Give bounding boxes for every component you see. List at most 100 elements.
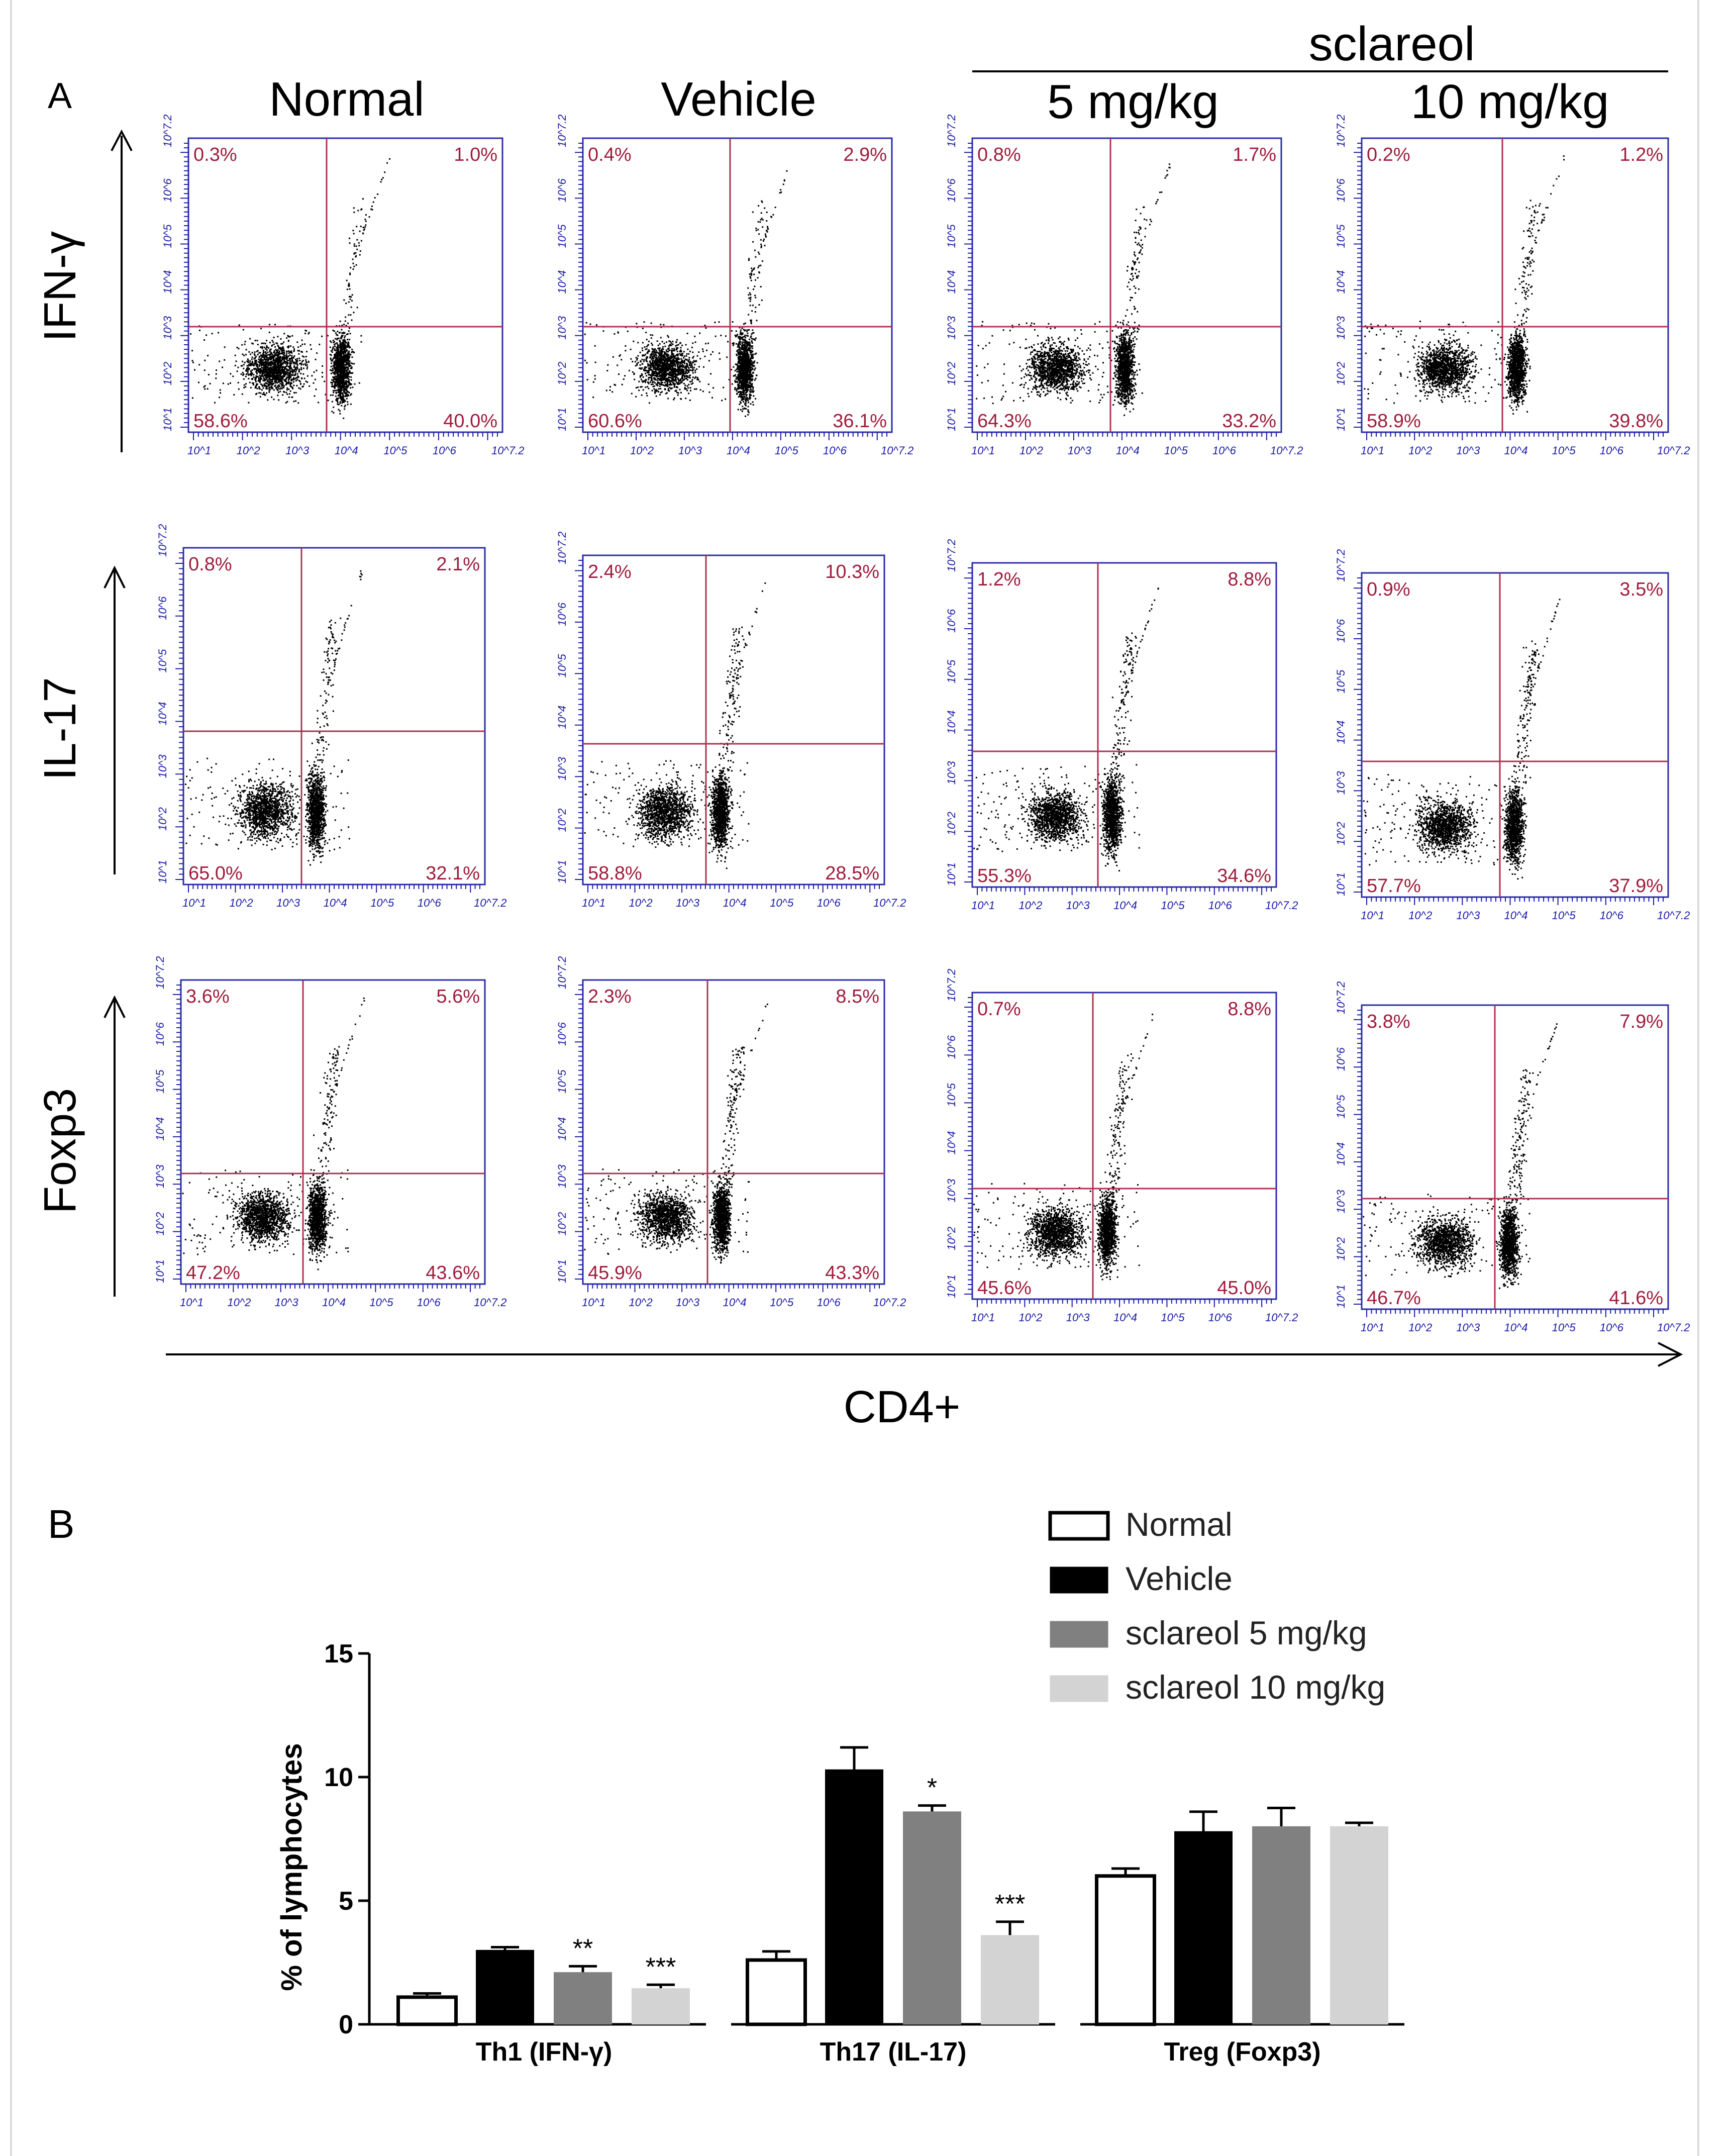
quadrant-upper-right-percent: 10.3%: [825, 561, 879, 582]
flow-plot-foxp3-sclareol-10: 10^1 10^1 10^2 10^2 10^3 10^3 10^4 10^4 10^5 10^5…: [1335, 982, 1690, 1334]
legend-swatch: [1048, 1511, 1110, 1541]
legend-label: sclareol 5 mg/kg: [1126, 1614, 1367, 1651]
y-tick-label: 10^6: [945, 178, 958, 203]
y-tick-label: 10^5: [556, 224, 568, 248]
x-tick-label: 10^2: [1408, 909, 1432, 922]
flow-plot-events: [584, 1003, 768, 1264]
flow-plot-ticks: 10^1 10^1 10^2 10^2 10^3 10^3 10^4 10^4 10^5 10^5…: [1335, 982, 1690, 1334]
y-tick-label: 10^1: [556, 860, 568, 884]
quadrant-lower-right-percent: 43.3%: [825, 1262, 879, 1284]
flow-plot-events: [184, 570, 363, 866]
y-tick-label: 10^7.2: [1335, 549, 1347, 582]
legend-swatch: [1050, 1566, 1108, 1594]
y-tick-label: 10^2: [154, 1212, 166, 1236]
y-tick-label: 10^7.2: [161, 115, 174, 147]
y-tick-label: 10^7.2: [945, 969, 958, 1002]
flow-plot-ticks: 10^1 10^1 10^2 10^2 10^3 10^3 10^4 10^4 10^5 10^5…: [1335, 549, 1690, 922]
x-tick-label: 10^4: [727, 444, 750, 457]
quadrant-upper-left-percent: 0.7%: [977, 999, 1021, 1020]
quadrant-lower-right-percent: 40.0%: [443, 411, 497, 432]
x-tick-label: 10^7.2: [873, 897, 906, 909]
x-tick-label: 10^5: [370, 897, 394, 909]
y-tick-label: 10^3: [156, 754, 169, 778]
y-tick-label: 10^5: [154, 1069, 166, 1094]
x-tick-label: 10^6: [1600, 444, 1624, 457]
quadrant-lower-left-percent: 58.8%: [588, 863, 642, 884]
quadrant-upper-left-percent: 0.8%: [977, 144, 1021, 165]
y-tick-label: 10^1: [945, 1275, 958, 1298]
x-tick-label: 10^5: [1164, 444, 1188, 457]
x-tick-label: 10^3: [1066, 1311, 1090, 1324]
x-tick-label: 10^7.2: [474, 897, 506, 909]
quadrant-upper-right-percent: 5.6%: [436, 986, 480, 1007]
y-tick-label: 10^6: [945, 609, 958, 633]
y-tick-label: 10^7.2: [1335, 115, 1347, 147]
y-tick-label: 10^7.2: [556, 115, 568, 147]
x-tick-label: 10^2: [630, 444, 654, 457]
y-tick-label: 10^2: [945, 812, 958, 835]
quadrant-upper-right-percent: 1.2%: [1619, 144, 1663, 165]
flow-plot-frame: [180, 979, 486, 1285]
x-tick-label: 10^6: [823, 444, 847, 457]
y-tick-label: 10^4: [945, 270, 958, 294]
flow-plot-ticks: 10^1 10^1 10^2 10^2 10^3 10^3 10^4 10^4 10^5 10^5…: [154, 956, 506, 1309]
y-tick-label: 10^4: [556, 706, 568, 729]
bar-normal-2: [1095, 1874, 1156, 2026]
bar-sclareol-5-mg-kg-2: [1252, 1826, 1310, 2025]
x-tick-label: 10^2: [629, 1296, 653, 1309]
y-tick-label: 10^6: [556, 1022, 568, 1046]
y-tick-label: 10^3: [1335, 316, 1347, 340]
y-tick-label: 10^6: [154, 1022, 166, 1046]
quadrant-lower-right-percent: 28.5%: [825, 863, 879, 884]
x-tick-label: 10^3: [676, 897, 700, 909]
flow-plot-events: [584, 170, 788, 417]
quadrant-lower-left-percent: 57.7%: [1367, 875, 1421, 897]
y-tick-label: 10^6: [556, 178, 568, 203]
bar-vehicle-0: [476, 1949, 534, 2025]
x-tick-label: 10^5: [1552, 909, 1576, 922]
flow-plot-ifn-sclareol-10: 10^1 10^1 10^2 10^2 10^3 10^3 10^4 10^4 10^5 10^5…: [1335, 115, 1690, 457]
x-tick-label: 10^7.2: [491, 444, 524, 457]
flow-plot-frame: [582, 979, 885, 1285]
y-tick-label: 10^5: [156, 649, 169, 673]
bar-sclareol-10-mg-kg-2: [1330, 1826, 1388, 2025]
legend-label: Normal: [1126, 1506, 1233, 1543]
x-tick-label: 10^5: [383, 444, 407, 457]
flow-plot-events: [182, 997, 365, 1270]
x-tick-label: 10^4: [1116, 444, 1140, 457]
row-label-foxp3-text: Foxp3: [35, 1088, 85, 1214]
x-tick-label: 10^7.2: [873, 1296, 906, 1309]
quadrant-upper-right-percent: 8.5%: [836, 986, 879, 1007]
x-tick-label: 10^5: [775, 444, 799, 457]
y-tick-label: 10^2: [556, 809, 568, 832]
category-label: Th17 (IL-17): [820, 2037, 967, 2067]
flow-plot-il17-sclareol-10: 10^1 10^1 10^2 10^2 10^3 10^3 10^4 10^4 10^5 10^5…: [1335, 549, 1690, 922]
flow-plot-ticks: 10^1 10^1 10^2 10^2 10^3 10^3 10^4 10^4 10^5 10^5…: [945, 969, 1298, 1324]
x-tick-label: 10^4: [1113, 899, 1137, 912]
quadrant-upper-left-percent: 0.4%: [588, 144, 632, 165]
column-header-5mgkg: 5 mg/kg: [1047, 75, 1218, 129]
x-tick-label: 10^3: [276, 897, 300, 909]
y-tick-label: 10^4: [154, 1117, 166, 1141]
y-tick-label: 10^2: [556, 1212, 568, 1236]
row-label-foxp3: Foxp3: [35, 995, 126, 1297]
quadrant-lower-left-percent: 55.3%: [977, 865, 1032, 887]
y-tick-label: 10^5: [556, 1069, 568, 1094]
flow-plot-events: [190, 158, 390, 419]
flow-plot-events: [1364, 155, 1565, 415]
x-tick-label: 10^2: [227, 1296, 251, 1309]
x-tick-label: 10^6: [1600, 909, 1624, 922]
x-tick-label: 10^3: [1456, 909, 1480, 922]
flow-plot-ticks: 10^1 10^1 10^2 10^2 10^3 10^3 10^4 10^4 10^5 10^5…: [556, 956, 906, 1309]
flow-plot-frame: [182, 547, 486, 886]
flow-plot-il17-vehicle: 10^1 10^1 10^2 10^2 10^3 10^3 10^4 10^4 10^5 10^5…: [556, 532, 906, 909]
flow-plot-events: [584, 582, 766, 869]
x-tick-label: 10^1: [1361, 909, 1384, 922]
x-tick-label: 10^1: [582, 444, 605, 457]
flow-plot-il17-sclareol-5: 10^1 10^1 10^2 10^2 10^3 10^3 10^4 10^4 10^5 10^5…: [945, 539, 1298, 912]
quadrant-lower-right-percent: 34.6%: [1217, 865, 1271, 887]
y-tick-label: 10^3: [556, 316, 568, 340]
flow-plot-ifn-vehicle: 10^1 10^1 10^2 10^2 10^3 10^3 10^4 10^4 10^5 10^5…: [556, 115, 913, 457]
x-tick-label: 10^6: [1208, 1311, 1233, 1324]
bar-chart: % of lymphocytes 0 5 10 15 Th1 (IFN-γ) Th17 (…: [275, 1506, 1404, 2067]
